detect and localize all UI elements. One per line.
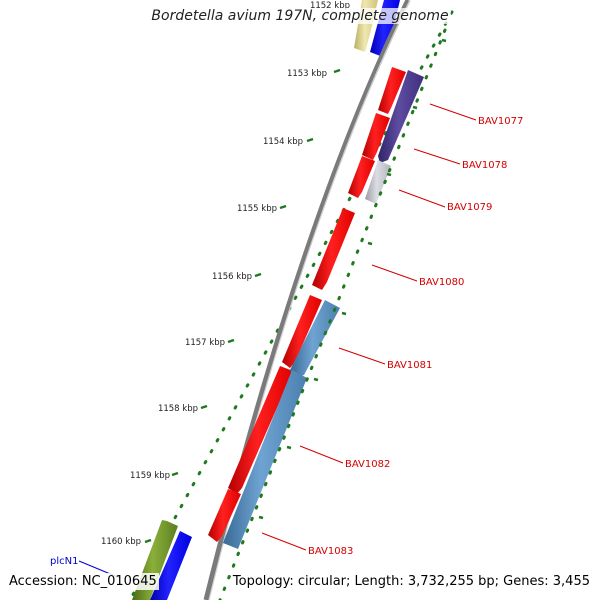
leader-bav1080 — [371, 264, 418, 282]
cds-arrow-bav1083 — [208, 489, 241, 542]
ruler-tick — [171, 471, 179, 477]
ruler-tick — [279, 204, 287, 210]
ruler-tick — [144, 538, 152, 544]
leader-bav1077 — [429, 103, 477, 121]
leader-bav1079 — [398, 189, 446, 208]
ruler-label: 1154 kbp — [263, 137, 303, 147]
ruler-label: 1160 kbp — [101, 537, 141, 547]
ruler-tick — [306, 137, 314, 143]
ruler-tick — [200, 404, 208, 410]
gene-label-bav1080[interactable]: BAV1080 — [419, 277, 464, 288]
inner-tick — [313, 377, 319, 382]
ruler-label: 1158 kbp — [158, 404, 198, 414]
gene-label-plcn1[interactable]: plcN1 — [50, 556, 78, 567]
map-title-text: Bordetella avium 197N, complete genome — [149, 8, 451, 24]
inner-tick — [341, 311, 347, 316]
ruler-tick — [254, 272, 262, 278]
inner-tick — [412, 105, 418, 110]
cds-arrow-bav1080 — [312, 208, 355, 290]
ruler-label: 1152 kbp — [310, 1, 350, 11]
ruler-label: 1155 kbp — [237, 204, 277, 214]
gene-label-bav1083[interactable]: BAV1083 — [308, 546, 353, 557]
inner-tick — [286, 445, 292, 450]
feature-steel-arrow — [290, 300, 340, 378]
feature-blue-arrow — [150, 531, 192, 600]
inner-tick — [386, 172, 392, 177]
inner-dotted-track — [218, 28, 447, 600]
map-title: Bordetella avium 197N, complete genome — [0, 8, 600, 24]
ruler-label: 1159 kbp — [130, 471, 170, 481]
gene-label-bav1079[interactable]: BAV1079 — [447, 202, 492, 213]
gene-label-bav1081[interactable]: BAV1081 — [387, 360, 432, 371]
ruler-label: 1156 kbp — [212, 272, 252, 282]
ruler-tick — [227, 338, 235, 344]
gene-label-bav1077[interactable]: BAV1077 — [478, 116, 523, 127]
cds-arrow-bav1081 — [282, 295, 322, 368]
leader-bav1082 — [299, 445, 344, 464]
leader-bav1081 — [338, 347, 386, 365]
leader-bav1078 — [413, 148, 461, 165]
feature-grey-arrow — [365, 160, 391, 204]
cds-arrow-bav1082 — [228, 366, 293, 494]
cds-arrow-bav1079 — [348, 156, 375, 198]
accession-text: Accession: NC_010645 — [7, 573, 159, 590]
leader-bav1083 — [261, 532, 307, 551]
cds-features — [208, 67, 406, 542]
gene-label-bav1082[interactable]: BAV1082 — [345, 459, 390, 470]
gene-label-bav1078[interactable]: BAV1078 — [462, 160, 507, 171]
inner-tick — [367, 241, 373, 246]
inner-tick — [441, 38, 447, 43]
ruler-label: 1153 kbp — [287, 69, 327, 79]
feature-purple-arrow — [378, 70, 424, 163]
ruler-tick — [333, 68, 341, 74]
cds-arrow-bav1077 — [378, 67, 406, 114]
inner-tick — [258, 515, 264, 520]
feature-steel-arrow — [223, 370, 307, 549]
inner-ticks — [258, 38, 447, 520]
genome-summary-text: Topology: circular; Length: 3,732,255 bp… — [230, 573, 592, 590]
ruler-label: 1157 kbp — [185, 338, 225, 348]
label-leaders — [261, 103, 477, 551]
cds-arrow-bav1078 — [362, 113, 390, 160]
